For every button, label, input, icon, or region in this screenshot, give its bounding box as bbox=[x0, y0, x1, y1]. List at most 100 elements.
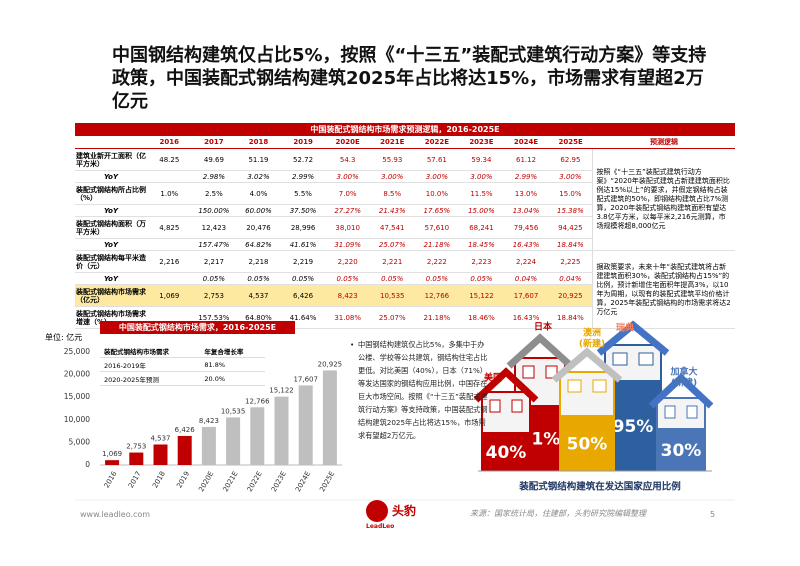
table-cell: 3.00% bbox=[548, 170, 593, 183]
table-cell: 0.04% bbox=[503, 272, 549, 285]
table-cell: 21.18% bbox=[414, 306, 460, 329]
table-cell: 15.00% bbox=[459, 204, 504, 217]
table-cell: 13.04% bbox=[503, 204, 549, 217]
table-cell: 15.0% bbox=[548, 182, 593, 205]
row-label: 装配式钢结构市场需求（亿元） bbox=[75, 284, 147, 307]
year-header: 2025E bbox=[548, 136, 593, 149]
row-label: YoY bbox=[75, 238, 147, 251]
x-tick-label: 2018 bbox=[151, 470, 167, 489]
value-label: 6,426 bbox=[175, 426, 196, 434]
table-cell: 25.07% bbox=[369, 306, 415, 329]
forecast-table: 2016 2017 2018 2019 2020E 2021E 2022E 2023E 2024… bbox=[75, 136, 735, 329]
row-label: YoY bbox=[75, 170, 147, 183]
logo-en: LeadLeo bbox=[366, 523, 395, 530]
cagr-cell: 2020-2025年预测 bbox=[100, 371, 201, 386]
table-cell: 60.00% bbox=[236, 204, 281, 217]
cagr-cell: 81.8% bbox=[200, 357, 265, 372]
window bbox=[489, 399, 501, 413]
table-cell: 0.05% bbox=[191, 272, 237, 285]
value-label: 10,535 bbox=[221, 407, 246, 415]
value-label: 1,069 bbox=[102, 450, 122, 458]
x-tick-label: 2017 bbox=[127, 470, 143, 489]
table-cell bbox=[147, 272, 192, 285]
table-cell: 2.98% bbox=[191, 170, 237, 183]
window bbox=[545, 365, 558, 379]
table-row: 装配式钢结构每平米造价（元） 2,216 2,217 2,218 2,219 2,220 2… bbox=[75, 250, 735, 329]
year-header: 2019 bbox=[280, 136, 326, 149]
house-fill bbox=[560, 415, 614, 470]
year-header: 2024E bbox=[503, 136, 549, 149]
table-cell: 20,476 bbox=[236, 216, 281, 239]
table-cell: 15.38% bbox=[548, 204, 593, 217]
table-cell: 10,535 bbox=[369, 284, 415, 307]
table-cell: 68,241 bbox=[459, 216, 504, 239]
x-tick-label: 2023E bbox=[270, 470, 288, 493]
table-row: 装配式钢结构面积（万平方米） 4,825 12,423 20,476 28,996 38,… bbox=[75, 216, 735, 239]
table-cell: 21.18% bbox=[414, 238, 460, 251]
value-label: 15,122 bbox=[269, 387, 294, 395]
table-cell: 3.00% bbox=[459, 170, 504, 183]
window bbox=[592, 379, 607, 393]
table-cell: 3.00% bbox=[414, 170, 460, 183]
table-cell: 54.3 bbox=[325, 148, 370, 171]
table-cell: 57.61 bbox=[414, 148, 460, 171]
house-fill bbox=[657, 428, 705, 470]
row-label: YoY bbox=[75, 204, 147, 217]
window bbox=[511, 399, 523, 413]
x-tick-label: 2021E bbox=[222, 470, 240, 493]
bar bbox=[298, 385, 313, 465]
table-cell: 4,537 bbox=[236, 284, 281, 307]
x-tick-label: 2022E bbox=[246, 470, 264, 493]
year-header: 2017 bbox=[191, 136, 237, 149]
cagr-header-cell: 装配式钢结构市场需求 bbox=[100, 344, 201, 358]
table-cell: 13.0% bbox=[503, 182, 549, 205]
house-label: 瑞典 bbox=[616, 322, 634, 334]
table-cell: 2,220 bbox=[325, 250, 370, 273]
table-cell: 2,217 bbox=[191, 250, 237, 273]
table-cell: 18.45% bbox=[459, 238, 504, 251]
table-cell: 21.43% bbox=[369, 204, 415, 217]
table-cell: 2.99% bbox=[280, 170, 326, 183]
table-cell: 2,216 bbox=[147, 250, 192, 273]
table-cell: 1,069 bbox=[147, 284, 192, 307]
year-header: 2020E bbox=[325, 136, 370, 149]
house-label: 加拿大 bbox=[669, 366, 697, 378]
table-cell bbox=[147, 204, 192, 217]
table-cell: 2,222 bbox=[414, 250, 460, 273]
table-cell: 51.19 bbox=[236, 148, 281, 171]
unit-label: 单位: 亿元 bbox=[45, 333, 83, 342]
year-header: 2016 bbox=[147, 136, 192, 149]
table-cell: 52.72 bbox=[280, 148, 326, 171]
table-cell: 0.05% bbox=[369, 272, 415, 285]
table-cell: 41.61% bbox=[280, 238, 326, 251]
house-value: 95% bbox=[613, 417, 654, 437]
year-header: 2023E bbox=[459, 136, 504, 149]
bar bbox=[322, 370, 337, 465]
table-row: YoY 157.47% 64.82% 41.61% 31.09% 25.07% 21.18%… bbox=[75, 238, 735, 251]
cagr-row: 2020-2025年预测 20.0% bbox=[100, 371, 265, 386]
bar bbox=[250, 407, 265, 465]
year-header: 2021E bbox=[369, 136, 415, 149]
window bbox=[522, 365, 535, 379]
value-label: 17,607 bbox=[293, 375, 318, 383]
table-cell: 157.47% bbox=[191, 238, 237, 251]
window bbox=[612, 352, 628, 366]
table-cell: 59.34 bbox=[459, 148, 504, 171]
table-cell: 2,224 bbox=[503, 250, 549, 273]
cagr-cell: 20.0% bbox=[200, 371, 265, 386]
table-cell: 25.07% bbox=[369, 238, 415, 251]
logic-header: 预测逻辑 bbox=[592, 136, 735, 149]
table-cell: 57,610 bbox=[414, 216, 460, 239]
house-roof bbox=[551, 347, 623, 383]
y-tick-label: 20,000 bbox=[64, 370, 90, 379]
house-label: (新建) bbox=[579, 338, 605, 350]
cagr-header-cell: 年复合增长率 bbox=[200, 344, 265, 358]
slide-title: 中国钢结构建筑仅占比5%，按照《“十三五”装配式建筑行动方案》等支持政策，中国装… bbox=[112, 45, 707, 112]
table-cell: 0.05% bbox=[325, 272, 370, 285]
x-tick-label: 2025E bbox=[318, 470, 336, 493]
table-cell: 3.00% bbox=[325, 170, 370, 183]
y-tick-label: 25,000 bbox=[64, 347, 90, 356]
row-label: 建筑业新开工面积（亿平方米） bbox=[75, 148, 147, 171]
